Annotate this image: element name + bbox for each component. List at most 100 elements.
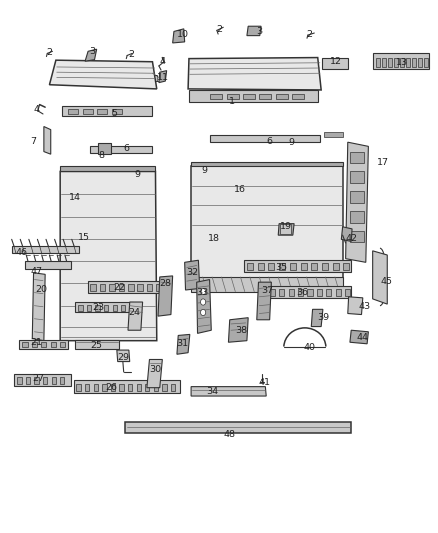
Polygon shape xyxy=(324,132,343,137)
Text: 21: 21 xyxy=(31,338,42,348)
Bar xyxy=(100,284,105,291)
Polygon shape xyxy=(177,334,190,354)
Bar xyxy=(227,94,239,99)
Bar xyxy=(276,94,288,99)
Text: 24: 24 xyxy=(128,309,140,318)
Polygon shape xyxy=(244,260,351,272)
Bar xyxy=(300,263,307,270)
Polygon shape xyxy=(117,350,130,361)
Polygon shape xyxy=(32,273,45,341)
Bar xyxy=(120,384,124,391)
Bar xyxy=(247,263,253,270)
Polygon shape xyxy=(346,142,368,262)
Bar xyxy=(298,289,303,296)
Bar xyxy=(52,377,56,384)
Bar xyxy=(162,384,166,391)
Text: 22: 22 xyxy=(113,284,125,293)
Text: 7: 7 xyxy=(31,136,36,146)
Polygon shape xyxy=(373,251,387,304)
Bar xyxy=(85,384,89,391)
Text: 25: 25 xyxy=(91,341,102,350)
Bar xyxy=(112,109,122,114)
Text: 43: 43 xyxy=(358,302,370,311)
Polygon shape xyxy=(267,286,351,298)
Text: 44: 44 xyxy=(357,333,369,342)
Polygon shape xyxy=(62,106,152,116)
Polygon shape xyxy=(229,318,248,342)
Text: 26: 26 xyxy=(105,383,117,392)
Bar xyxy=(350,172,364,183)
Text: 35: 35 xyxy=(275,263,287,271)
Bar xyxy=(350,211,364,223)
Bar xyxy=(400,58,403,67)
Bar xyxy=(78,305,82,311)
Polygon shape xyxy=(193,166,322,170)
Polygon shape xyxy=(60,172,157,341)
Bar xyxy=(280,224,291,233)
Polygon shape xyxy=(147,359,162,387)
Polygon shape xyxy=(311,309,323,327)
Bar xyxy=(406,58,410,67)
Circle shape xyxy=(201,299,206,305)
Text: 5: 5 xyxy=(111,109,117,118)
Text: 9: 9 xyxy=(134,169,141,179)
Text: 36: 36 xyxy=(297,288,309,296)
Polygon shape xyxy=(188,58,321,90)
Bar xyxy=(388,58,392,67)
Text: 1: 1 xyxy=(154,75,160,84)
Bar xyxy=(145,384,149,391)
Bar xyxy=(41,342,46,348)
Polygon shape xyxy=(159,71,166,83)
Text: 13: 13 xyxy=(396,58,408,67)
Bar xyxy=(292,94,304,99)
Bar xyxy=(35,377,39,384)
Text: 19: 19 xyxy=(280,222,292,231)
Text: 45: 45 xyxy=(381,277,392,286)
Polygon shape xyxy=(158,276,173,316)
Bar xyxy=(154,384,158,391)
Polygon shape xyxy=(191,162,343,166)
Text: 33: 33 xyxy=(197,288,209,296)
Text: 29: 29 xyxy=(118,353,130,362)
Polygon shape xyxy=(12,246,79,254)
Bar xyxy=(333,263,339,270)
Bar xyxy=(376,58,380,67)
Text: 48: 48 xyxy=(224,430,236,439)
Bar xyxy=(381,58,385,67)
Bar xyxy=(259,94,272,99)
Bar xyxy=(90,284,96,291)
Polygon shape xyxy=(350,330,368,344)
Polygon shape xyxy=(128,302,143,330)
Bar xyxy=(51,342,56,348)
Bar xyxy=(210,94,223,99)
Polygon shape xyxy=(25,261,71,269)
Text: 47: 47 xyxy=(31,267,42,276)
Bar xyxy=(350,191,364,203)
Text: 31: 31 xyxy=(177,339,189,348)
Text: 20: 20 xyxy=(35,285,47,294)
Bar xyxy=(113,305,117,311)
Polygon shape xyxy=(257,282,272,320)
Text: 8: 8 xyxy=(98,151,104,160)
Bar xyxy=(258,263,264,270)
Bar xyxy=(128,284,134,291)
Polygon shape xyxy=(348,297,363,314)
Bar xyxy=(121,305,125,311)
Bar xyxy=(82,109,93,114)
Text: 2: 2 xyxy=(306,29,312,38)
Polygon shape xyxy=(322,58,348,69)
Text: 32: 32 xyxy=(186,268,198,277)
Bar xyxy=(270,289,275,296)
Text: 4: 4 xyxy=(159,57,165,66)
Bar xyxy=(26,377,30,384)
Bar xyxy=(43,377,47,384)
Text: 14: 14 xyxy=(69,193,81,202)
Polygon shape xyxy=(88,281,162,293)
Polygon shape xyxy=(191,277,343,292)
Bar xyxy=(279,289,284,296)
Polygon shape xyxy=(197,280,211,333)
Bar xyxy=(97,109,107,114)
Text: 2: 2 xyxy=(216,26,222,35)
Polygon shape xyxy=(14,374,71,385)
Text: 27: 27 xyxy=(33,374,45,383)
